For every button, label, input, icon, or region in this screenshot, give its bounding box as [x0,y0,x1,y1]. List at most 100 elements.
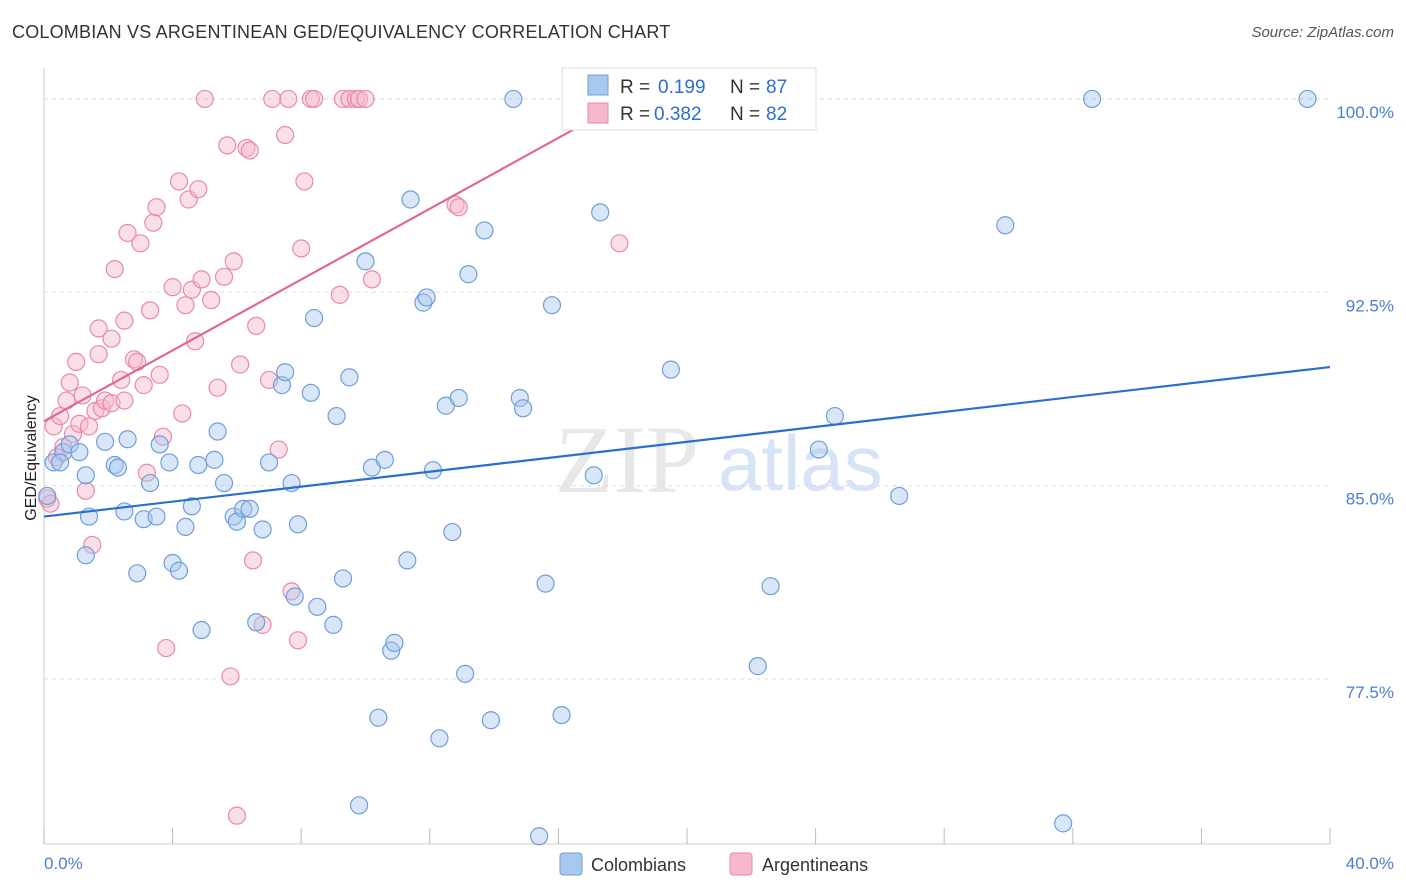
colombians-point [761,577,780,596]
colombians-point [108,458,128,477]
argentineans-point [247,316,266,335]
argentineans-point [221,667,240,686]
argentineans-point [79,417,99,436]
argentineans-point [131,234,150,253]
legend-swatch-argentineans [587,102,609,124]
argentineans-point [356,89,375,109]
colombians-point [398,551,417,570]
colombians-point [208,422,227,441]
colombians-point [308,597,327,616]
y-tick-labels: 77.5% 85.0% 92.5% 100.0% [1336,103,1394,702]
argentineans-point [115,311,134,330]
argentineans-point [163,278,182,297]
argentineans-point [202,290,221,310]
colombians-point [95,432,115,451]
colombians-point [748,657,767,676]
colombians-point [584,466,603,485]
colombians-point [304,308,324,328]
colombians-point [76,546,95,565]
colombians-point [70,443,89,462]
argentineans-point [73,386,92,405]
argentineans-point [449,198,468,217]
argentineans-point [134,376,153,395]
argentineans-point [269,440,288,459]
colombians-point [430,729,449,748]
legend-r-label-argentineans: R = [620,104,650,125]
colombians-point [301,383,320,402]
colombians-point [140,473,160,493]
legend-r-value-argentineans: 0.382 [654,104,702,125]
colombians-point [192,620,211,640]
colombians-point [443,522,462,542]
colombians-point [214,473,234,493]
argentineans-point [218,136,237,155]
colombians-point [247,613,266,632]
colombians-point [456,664,475,683]
colombians-point [105,455,124,475]
legend-n-value-argentineans: 82 [766,104,787,125]
argentineans-point [349,89,369,109]
colombians-point [147,507,166,526]
colombians-point [661,360,681,379]
argentineans-point [102,329,121,348]
colombians-point [50,453,70,472]
series-legend-swatch-colombians [559,852,583,876]
colombians-point [38,486,57,506]
colombians-point [369,708,388,727]
argentineans-point [63,424,83,444]
colombians-point [118,430,137,449]
colombians-point [259,453,279,472]
argentineans-point [330,285,349,304]
argentineans-point [333,89,353,109]
y-tick-label: 85.0% [1346,490,1394,509]
chart-title: COLOMBIAN VS ARGENTINEAN GED/EQUIVALENCY… [12,22,671,42]
argentineans-point [227,806,246,825]
argentineans-point [276,125,295,145]
argentineans-point [124,350,144,369]
argentineans-point [118,223,137,243]
colombians-point [189,455,208,475]
argentineans-point [195,89,214,109]
argentineans-point [243,551,263,570]
colombians-point [536,574,555,593]
argentineans-point [208,378,227,397]
y-tick-label: 77.5% [1346,683,1394,702]
legend-swatch-colombians [587,74,609,96]
colombians-point [475,221,494,240]
colombians-point [205,450,224,469]
colombians-point [356,252,375,271]
colombians-point [176,517,195,536]
colombians-point [349,796,369,815]
colombians-point [513,399,533,418]
legend-n-value-colombians: 87 [766,77,787,98]
argentineans-point [282,582,301,601]
colombians-point [481,711,500,730]
colombians-point [285,587,304,606]
colombians-point [160,453,179,472]
argentineans-point [237,138,256,158]
argentineans-point [147,198,166,217]
argentineans-point [224,252,243,271]
colombians-point [530,827,549,846]
argentineans-trend-line [43,97,630,423]
argentineans-point [89,319,108,338]
colombians-point [128,564,147,583]
argentineans-point [186,332,205,351]
colombians-point [510,388,529,408]
colombians-point [253,520,272,539]
argentineans-point [169,172,189,191]
colombians-point [150,435,169,454]
series-legend-swatch-argentineans [729,852,753,876]
colombians-point [1298,89,1317,109]
argentineans-points [38,89,629,825]
legend-n-label-argentineans: N = [730,104,760,125]
argentineans-point [115,391,134,410]
colombians-point [401,190,420,209]
x-ticks [43,828,1331,844]
colombians-point [1082,89,1102,109]
argentineans-point [140,301,160,320]
colombians-point [414,293,433,312]
colombians-point [542,296,562,315]
colombians-point [240,499,259,518]
